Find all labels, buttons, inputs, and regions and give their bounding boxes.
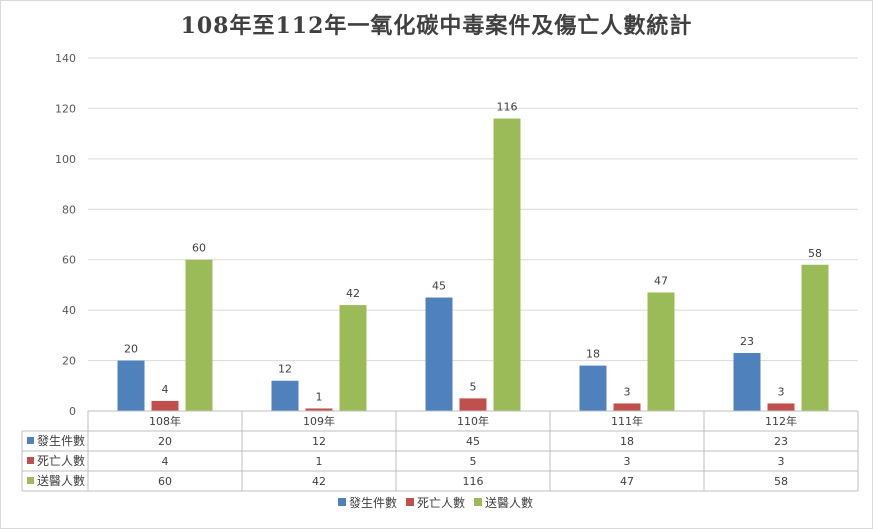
chart-title: 108年至112年一氧化碳中毒案件及傷亡人數統計 [180,13,693,39]
table-cell: 42 [312,475,326,488]
data-label: 58 [808,247,822,260]
category-label: 111年 [611,414,643,428]
legend-key [338,498,346,506]
table-legend-key [27,457,34,464]
data-label: 3 [624,385,631,398]
y-tick-label: 100 [55,153,76,166]
legend-key [474,498,482,506]
category-label: 112年 [765,414,797,428]
gridlines [88,57,858,412]
legend-label: 死亡人數 [417,496,465,510]
table-row-label: 送醫人數 [37,473,85,488]
table-cell: 3 [624,455,631,468]
y-tick-label: 40 [62,304,76,317]
legend-label: 送醫人數 [485,495,533,510]
bar [613,403,641,411]
table-cell: 3 [778,455,785,468]
data-label: 60 [192,242,206,255]
bars [117,118,829,411]
data-label: 42 [346,287,360,300]
y-tick-label: 60 [62,254,76,267]
data-label: 23 [740,335,754,348]
table-legend-key [27,437,34,444]
table-cell: 45 [466,435,480,448]
table-row-label: 死亡人數 [37,454,85,468]
bar [733,353,761,411]
bar [185,259,213,411]
legend: 發生件數 死亡人數 送醫人數 [338,495,533,510]
legend-key [406,498,414,506]
data-label: 47 [654,274,668,287]
data-labels: 20 4 60 12 1 42 45 5 116 18 3 47 23 3 58 [124,101,822,404]
table-cell: 20 [158,435,172,448]
bar [579,365,607,411]
table-cell: 12 [312,435,326,448]
y-tick-label: 80 [62,203,76,216]
bar [493,118,521,411]
data-label: 18 [586,348,600,361]
bar [305,408,333,411]
bar [339,305,367,411]
data-label: 12 [278,363,292,376]
bar [801,264,829,411]
data-label: 45 [432,280,446,293]
category-label: 108年 [149,414,181,428]
bar [117,360,145,411]
legend-label: 發生件數 [349,495,397,510]
table-legend-key [27,477,34,484]
category-label: 110年 [457,414,489,428]
data-label: 3 [778,385,785,398]
table-cell: 23 [774,435,788,448]
data-label: 116 [497,101,518,114]
table-cell: 60 [158,475,172,488]
bar [647,292,675,411]
data-label: 1 [316,390,323,403]
y-tick-label: 120 [55,102,76,115]
bar [271,380,299,411]
data-label: 20 [124,343,138,356]
table-cell: 47 [620,475,634,488]
bar [459,398,487,411]
table-cell: 1 [316,455,323,468]
y-tick-label: 140 [55,52,76,65]
bar [767,403,795,411]
table-cell: 18 [620,435,634,448]
data-label: 5 [470,380,477,393]
table-cell: 4 [162,455,169,468]
table-row-label: 發生件數 [37,433,85,448]
data-label: 4 [162,383,169,396]
y-tick-label: 0 [69,405,76,418]
y-axis: 0 20 40 60 80 100 120 140 [55,52,76,418]
category-label: 109年 [303,414,335,428]
bar [425,297,453,411]
table-cell: 58 [774,475,788,488]
table-cell: 116 [463,475,484,488]
y-tick-label: 20 [62,355,76,368]
table-cell: 5 [470,455,477,468]
bar [151,400,179,411]
